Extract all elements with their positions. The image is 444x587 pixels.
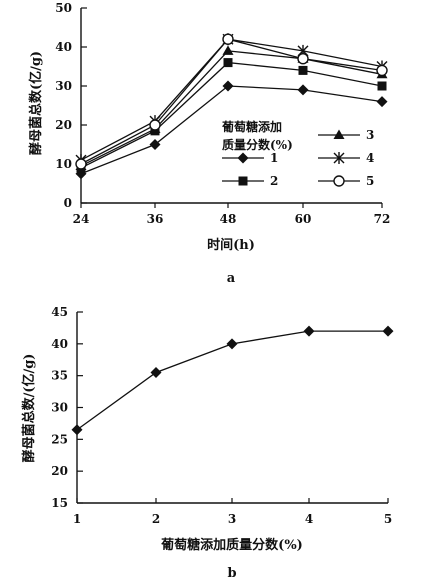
- chart-a-series-1-point: [297, 84, 309, 96]
- chart-b-ylabel: 酵母菌总数/(亿/g): [21, 354, 37, 463]
- chart-b-x-tick-label: 2: [152, 512, 160, 526]
- chart-a-y-tick-label: 20: [55, 118, 72, 132]
- chart-a-series-5-point: [376, 64, 388, 77]
- legend-label-3: 3: [366, 128, 374, 142]
- legend-marker-3: [333, 129, 345, 139]
- chart-a-y-tick-label: 50: [55, 1, 72, 15]
- chart-a-series-5-point: [75, 158, 87, 170]
- chart-b-series-point: [226, 338, 238, 350]
- chart-b-y-tick-label: 15: [51, 496, 68, 510]
- legend-label-4: 4: [366, 151, 374, 165]
- chart-b-series-point: [150, 366, 162, 378]
- chart-b-y-tick-label: 40: [51, 337, 68, 351]
- chart-b-x-tick-label: 3: [228, 512, 236, 526]
- legend-label-1: 1: [270, 151, 278, 165]
- chart-a-panel-label: a: [227, 271, 236, 286]
- chart-a-series-3-point: [222, 45, 234, 55]
- chart-a-x-tick-label: 60: [295, 212, 312, 226]
- chart-b-series-point: [382, 325, 394, 337]
- legend-marker-5: [333, 175, 345, 187]
- chart-b-y-tick-label: 30: [51, 401, 68, 415]
- chart-b-series-layer: [71, 325, 394, 436]
- chart-a-series-5-point: [222, 33, 234, 45]
- chart-b-series-point: [71, 424, 83, 436]
- chart-b-y-tick-label: 35: [51, 369, 68, 383]
- chart-a-series-layer: [75, 33, 388, 180]
- chart-a-x-tick-label: 48: [220, 212, 237, 226]
- chart-a-series-2-point: [223, 58, 233, 68]
- chart-a-y-tick-label: 40: [55, 40, 72, 54]
- chart-a-y-tick-label: 30: [55, 79, 72, 93]
- chart-a-series-1-point: [376, 96, 388, 108]
- chart-a-series-1-point: [222, 80, 234, 92]
- legend-label-2: 2: [270, 174, 278, 188]
- legend-marker-4: [333, 152, 345, 164]
- legend-title-line-2: 质量分数(%): [222, 137, 293, 152]
- chart-a-series-2-point: [298, 65, 308, 75]
- chart-b-y-tick-label: 25: [51, 432, 68, 446]
- legend-title-line-1: 葡萄糖添加: [221, 119, 282, 134]
- chart-a-series-2-line: [80, 61, 383, 169]
- chart-a-xlabel: 时间(h): [207, 237, 255, 253]
- chart-b-xlabel: 葡萄糖添加质量分数(%): [160, 537, 303, 553]
- chart-a-series-5-point: [149, 119, 161, 131]
- chart-b-panel-label: b: [227, 566, 236, 581]
- chart-b-y-tick-label: 45: [51, 305, 68, 319]
- chart-a-legend: 葡萄糖添加 质量分数(%) 1 2 3 4 5: [221, 119, 374, 188]
- chart-a-x-tick-label: 36: [147, 212, 164, 226]
- chart-a-y-tick-label: 0: [64, 196, 72, 210]
- chart-b-x-tick-label: 1: [73, 512, 81, 526]
- chart-a-ylabel: 酵母菌总数(亿/g): [28, 51, 44, 155]
- legend-marker-2: [238, 176, 248, 186]
- legend-marker-1: [237, 152, 249, 164]
- chart-a-x-tick-label: 72: [374, 212, 391, 226]
- chart-a-series-1-point: [149, 139, 161, 150]
- chart-b-y-tick-label: 20: [51, 464, 68, 478]
- chart-a-y-tick-label: 10: [55, 157, 72, 171]
- legend-label-5: 5: [366, 174, 374, 188]
- chart-b-x-tick-label: 5: [384, 512, 392, 526]
- chart-a-series-2-point: [377, 81, 387, 91]
- chart-b-series-point: [303, 325, 315, 337]
- chart-b-x-tick-label: 4: [305, 512, 313, 526]
- chart-a-series-5-point: [297, 53, 309, 65]
- chart-a-x-tick-label: 24: [73, 212, 90, 226]
